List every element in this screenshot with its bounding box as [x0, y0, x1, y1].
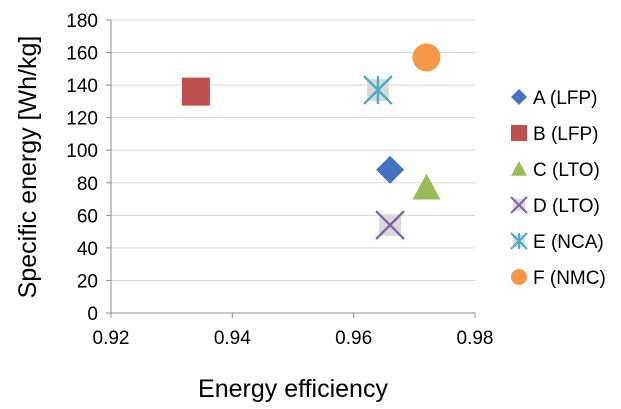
legend-label: B (LFP) [533, 124, 598, 145]
legend-label: D (LTO) [533, 196, 600, 217]
legend-marker [510, 196, 528, 214]
legend-label: C (LTO) [533, 160, 600, 181]
legend-marker [511, 161, 527, 176]
data-points [181, 43, 441, 240]
legend-item: B (LFP) [511, 124, 598, 145]
x-tick-labels: 0.92 0.94 0.96 0.98 [93, 328, 494, 349]
legend-item: F (NMC) [511, 268, 606, 289]
legend-label: F (NMC) [533, 268, 606, 289]
x-tick-label: 0.94 [214, 328, 251, 349]
x-tick-label: 0.98 [457, 328, 494, 349]
axes [106, 19, 476, 318]
y-tick-label: 0 [87, 304, 98, 325]
legend: A (LFP) B (LFP) C (LTO) D (LTO) E (NCA) F (NM… [510, 88, 606, 289]
y-tick-label: 160 [66, 44, 98, 65]
legend-label: A (LFP) [533, 88, 597, 109]
legend-marker [511, 269, 527, 285]
legend-item: C (LTO) [511, 160, 600, 181]
legend-marker [510, 232, 528, 250]
legend-label: E (NCA) [533, 232, 604, 253]
legend-item: D (LTO) [510, 196, 600, 217]
data-point [412, 173, 441, 200]
y-tick-label: 20 [77, 271, 98, 292]
x-tick-label: 0.96 [335, 328, 372, 349]
y-tick-label: 140 [66, 76, 98, 97]
y-tick-label: 60 [77, 206, 98, 227]
y-axis-title: Specific energy [Wh/kg] [14, 36, 42, 299]
data-point [375, 210, 405, 240]
y-tick-label: 180 [66, 11, 98, 32]
y-tick-label: 40 [77, 239, 98, 260]
gridlines [111, 19, 475, 281]
y-tick-label: 120 [66, 109, 98, 130]
y-tick-label: 100 [66, 141, 98, 162]
legend-marker [511, 89, 527, 105]
data-point [412, 43, 441, 72]
data-point [376, 155, 405, 184]
data-point [363, 75, 393, 105]
legend-item: E (NCA) [510, 232, 604, 253]
x-tick-label: 0.92 [93, 328, 130, 349]
legend-item: A (LFP) [511, 88, 597, 109]
x-axis-title: Energy efficiency [198, 375, 388, 403]
data-point [181, 77, 210, 106]
y-tick-label: 80 [77, 174, 98, 195]
y-tick-labels: 0 20 40 60 80 100 120 140 160 180 [66, 11, 98, 325]
legend-marker [511, 125, 527, 141]
